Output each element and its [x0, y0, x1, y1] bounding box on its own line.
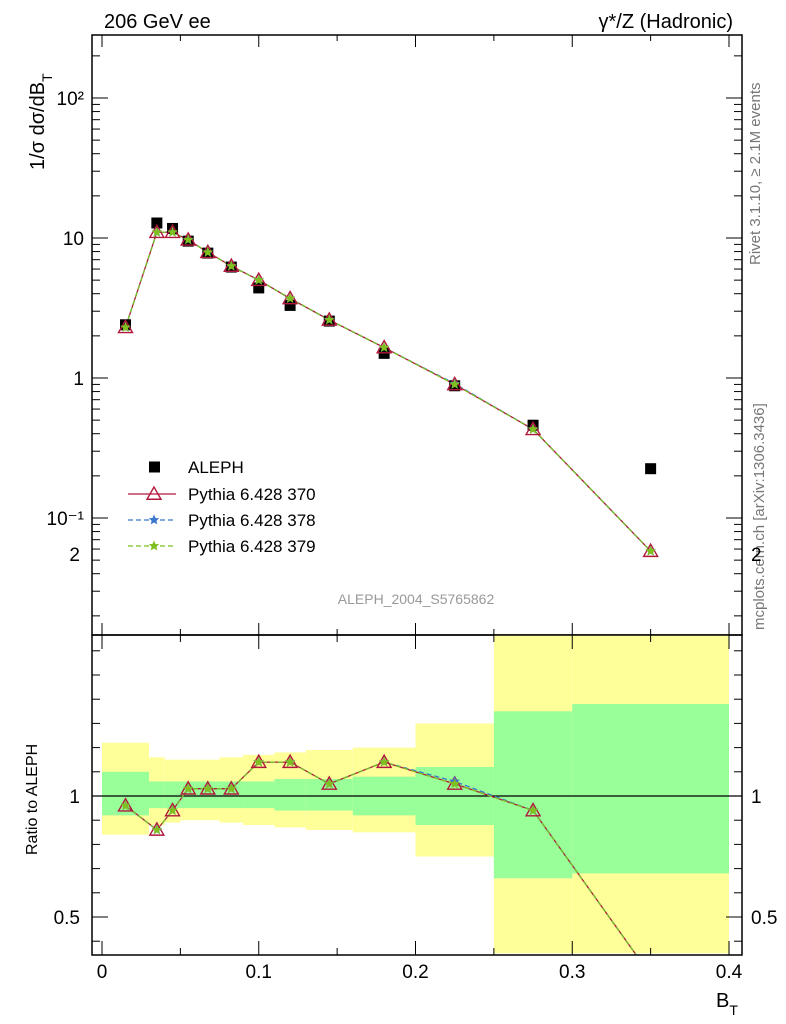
marker-series-3 — [151, 226, 163, 237]
legend-label-1: Pythia 6.428 370 — [188, 485, 316, 504]
ratio-panel-frame — [91, 634, 743, 956]
marker-series-3 — [645, 545, 656, 556]
ratio-marker-2 — [151, 824, 163, 835]
y-tick-label-ratio: 1 — [69, 787, 80, 808]
marker-series-3 — [183, 234, 194, 245]
y-tick-label-main: 10² — [57, 89, 84, 110]
x-tick-label: 0.1 — [246, 962, 272, 983]
ratio-marker-2 — [167, 805, 178, 815]
data-point-aleph — [151, 217, 163, 229]
marker-series-3 — [253, 274, 264, 285]
ratio-marker-2 — [226, 783, 237, 794]
ratio-marker-2 — [202, 783, 213, 794]
ratio-marker-2 — [449, 778, 460, 789]
y-tick-label-main: 1 — [73, 369, 84, 390]
legend-marker-3 — [148, 540, 160, 551]
y-tick-label-ratio: 2 — [69, 545, 80, 566]
y-tick-label-main: 10⁻¹ — [47, 509, 85, 530]
ratio-marker-2 — [120, 800, 131, 811]
legend-marker-1 — [145, 485, 163, 500]
band-inner — [102, 771, 150, 816]
x-tick-label: 0 — [97, 962, 108, 983]
band-inner — [164, 781, 181, 809]
marker-series-3 — [527, 423, 539, 434]
ratio-marker-2 — [378, 756, 390, 767]
marker-series-3 — [449, 378, 460, 389]
marker-series-3 — [226, 260, 237, 271]
y-tick-label-ratio-right: 2 — [751, 545, 762, 566]
header-right: γ*/Z (Hadronic) — [599, 11, 733, 33]
band-inner — [274, 779, 306, 811]
ratio-marker-2 — [527, 805, 539, 815]
ratio-marker-0 — [644, 968, 658, 980]
band-inner — [243, 781, 275, 809]
ratio-panel: 0.5 0.5 1 1 2 2 0 0.1 0.2 0.3 0.4 Ratio to ALEPH B… — [24, 545, 777, 1018]
x-tick-label: 0.4 — [716, 962, 743, 983]
band-inner — [493, 711, 573, 879]
legend-label-3: Pythia 6.428 379 — [188, 537, 316, 556]
legend-label-2: Pythia 6.428 378 — [188, 511, 316, 530]
x-tick-label: 0.2 — [402, 962, 428, 983]
marker-series-3 — [284, 293, 296, 303]
legend-marker-2 — [148, 514, 160, 525]
ratio-marker-2 — [645, 970, 656, 980]
ratio-marker-2 — [324, 778, 335, 789]
ratio-y-axis-label: Ratio to ALEPH — [24, 744, 41, 855]
y-tick-label-ratio-right: 1 — [751, 787, 762, 808]
x-axis-label: BT — [716, 990, 738, 1018]
y-tick-label-ratio: 0.5 — [54, 908, 80, 929]
y-tick-label-main: 10 — [63, 229, 84, 250]
legend-label-0: ALEPH — [188, 458, 244, 477]
band-inner — [149, 781, 165, 809]
marker-series-3 — [378, 342, 390, 352]
ratio-marker-2 — [253, 756, 264, 767]
band-inner — [572, 704, 729, 874]
data-point-aleph — [284, 299, 296, 311]
rivet-version-label: Rivet 3.1.10, ≥ 2.1M events — [747, 83, 764, 266]
marker-series-3 — [167, 226, 178, 237]
x-tick-label: 0.3 — [559, 962, 585, 983]
marker-series-3 — [120, 321, 131, 332]
analysis-id-label: ALEPH_2004_S5765862 — [338, 591, 495, 607]
ratio-marker-2 — [284, 756, 296, 767]
main-panel: 10⁻¹ 1 10 10² 1/σ dσ/dBT ALEPH_2004_S576586… — [27, 34, 743, 636]
legend-marker-aleph — [149, 461, 160, 473]
y-tick-label-ratio-right: 0.5 — [751, 908, 777, 929]
ratio-marker-2 — [183, 783, 194, 794]
header-left: 206 GeV ee — [104, 11, 211, 33]
main-y-axis-label: 1/σ dσ/dBT — [27, 73, 55, 170]
legend: ALEPH Pythia 6.428 370 Pythia 6.428 378 Pyt… — [128, 458, 316, 556]
mcplots-label: mcplots.cern.ch [arXiv:1306.3436] — [751, 403, 768, 630]
data-point-aleph — [253, 282, 265, 294]
marker-series-3 — [202, 246, 213, 257]
marker-series-3 — [324, 314, 335, 325]
ratio-marker-1 — [645, 970, 656, 980]
data-point-aleph — [645, 463, 657, 475]
